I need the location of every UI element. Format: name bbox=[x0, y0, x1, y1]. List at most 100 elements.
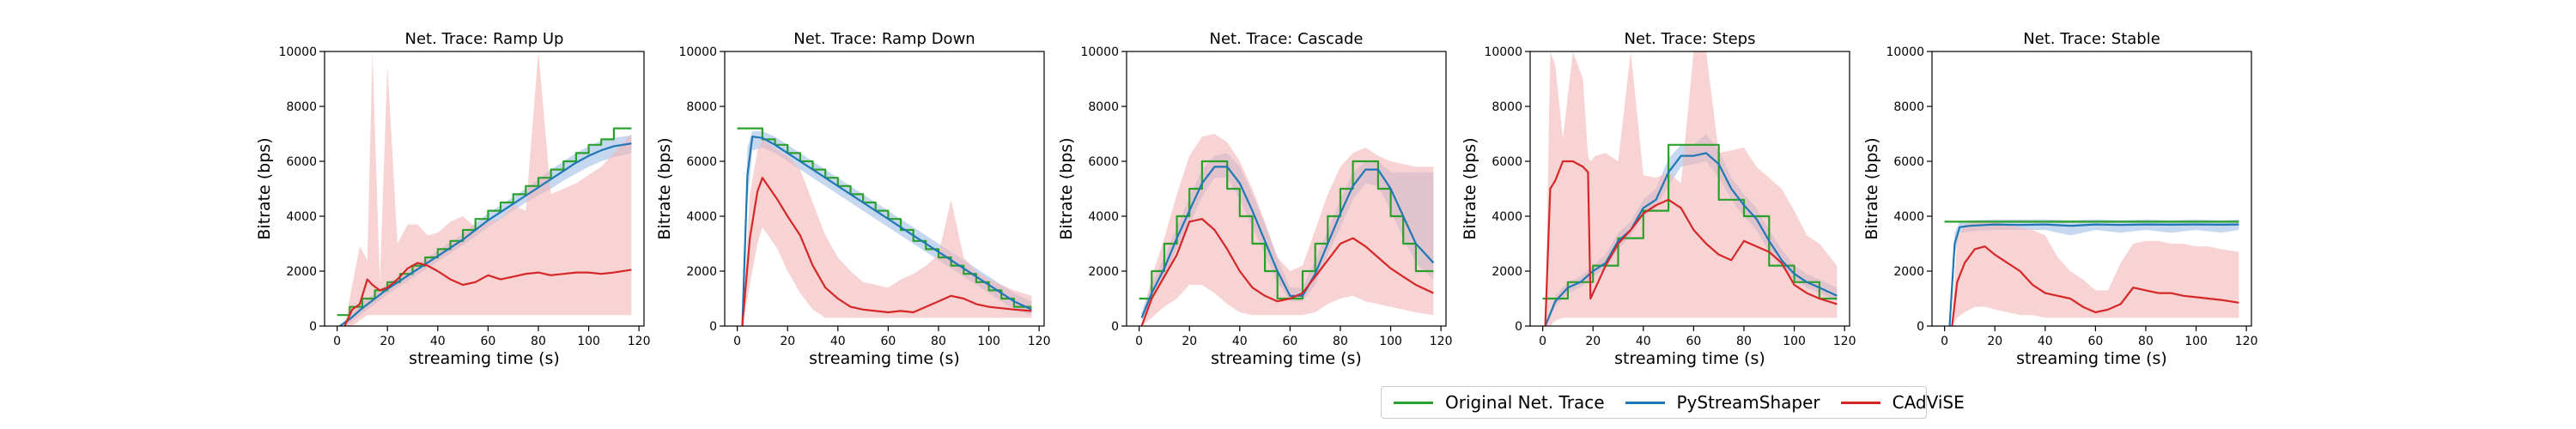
chart-title: Net. Trace: Stable bbox=[2023, 30, 2160, 48]
chart-title: Net. Trace: Cascade bbox=[1210, 30, 1364, 48]
x-axis-label: streaming time (s) bbox=[809, 349, 960, 368]
line-pystreamshaper bbox=[338, 142, 632, 326]
y-tick-label: 8000 bbox=[286, 100, 317, 114]
line-original-net-trace bbox=[737, 127, 1032, 308]
x-tick-label: 120 bbox=[628, 335, 651, 348]
y-tick-label: 10000 bbox=[1484, 45, 1522, 59]
axes-frame bbox=[1529, 51, 1850, 327]
legend-swatch-pystreamshaper bbox=[1625, 401, 1665, 404]
y-tick-label: 10000 bbox=[278, 45, 317, 59]
y-tick-label: 2000 bbox=[286, 265, 317, 279]
subplot-4: 0 20 40 60 80 100 120 0 2000 4000 6000 8000 10000 Net… bbox=[1461, 30, 1856, 368]
y-tick-label: 6000 bbox=[286, 155, 317, 169]
y-axis-label: Bitrate (bps) bbox=[655, 137, 674, 239]
y-tick-label: 6000 bbox=[1893, 155, 1924, 169]
subplot-2: 0 20 40 60 80 100 120 0 2000 4000 6000 8000 10000 Net… bbox=[655, 30, 1051, 368]
line-cadvise bbox=[1544, 160, 1838, 326]
x-tick-label: 40 bbox=[2038, 335, 2053, 348]
y-tick-label: 0 bbox=[309, 320, 317, 334]
y-tick-label: 2000 bbox=[686, 265, 717, 279]
x-tick-label: 120 bbox=[1430, 335, 1453, 348]
y-tick-label: 10000 bbox=[678, 45, 717, 59]
x-tick-label: 60 bbox=[2087, 335, 2103, 348]
x-axis-label: streaming time (s) bbox=[409, 349, 560, 368]
y-tick-label: 0 bbox=[1917, 320, 1924, 334]
x-tick-label: 60 bbox=[880, 335, 896, 348]
y-tick-label: 4000 bbox=[686, 210, 717, 224]
x-tick-label: 120 bbox=[1833, 335, 1856, 348]
x-tick-label: 20 bbox=[1987, 335, 2002, 348]
legend-item-original: Original Net. Trace bbox=[1394, 392, 1605, 413]
x-tick-label: 0 bbox=[1539, 335, 1546, 348]
y-tick-label: 2000 bbox=[1088, 265, 1119, 279]
x-tick-label: 0 bbox=[1135, 335, 1143, 348]
line-original-net-trace bbox=[337, 127, 632, 317]
line-cadvise bbox=[1140, 218, 1434, 326]
x-tick-label: 0 bbox=[333, 335, 341, 348]
axes-frame bbox=[724, 51, 1045, 327]
y-tick-label: 2000 bbox=[1893, 265, 1924, 279]
y-axis-label: Bitrate (bps) bbox=[1862, 137, 1881, 239]
x-tick-label: 100 bbox=[1783, 335, 1806, 348]
y-tick-label: 10000 bbox=[1886, 45, 1924, 59]
axes-frame bbox=[1931, 51, 2252, 327]
y-tick-label: 0 bbox=[709, 320, 717, 334]
y-tick-label: 4000 bbox=[1893, 210, 1924, 224]
x-tick-label: 120 bbox=[1028, 335, 1051, 348]
x-tick-label: 40 bbox=[1636, 335, 1651, 348]
axes-frame bbox=[324, 51, 645, 327]
plot-area bbox=[1542, 51, 1838, 326]
x-tick-label: 100 bbox=[1379, 335, 1402, 348]
subplot-3: 0 20 40 60 80 100 120 0 2000 4000 6000 8000 10000 Net… bbox=[1057, 30, 1453, 368]
plot-area bbox=[337, 51, 632, 326]
legend-item-pystreamshaper: PyStreamShaper bbox=[1625, 392, 1820, 413]
y-tick-label: 6000 bbox=[1492, 155, 1522, 169]
line-pystreamshaper bbox=[1948, 223, 2239, 326]
y-tick-label: 6000 bbox=[686, 155, 717, 169]
y-tick-label: 10000 bbox=[1080, 45, 1119, 59]
x-tick-label: 100 bbox=[577, 335, 600, 348]
legend-label-original: Original Net. Trace bbox=[1445, 392, 1605, 413]
plot-area bbox=[1139, 134, 1435, 326]
x-axis-label: streaming time (s) bbox=[1211, 349, 1362, 368]
x-tick-label: 20 bbox=[380, 335, 395, 348]
x-tick-label: 80 bbox=[1736, 335, 1752, 348]
axes-frame bbox=[1126, 51, 1447, 327]
x-tick-label: 80 bbox=[2138, 335, 2154, 348]
line-cadvise bbox=[741, 177, 1032, 326]
subplot-1: 0 20 40 60 80 100 120 0 2000 4000 6000 8000 10000 Net… bbox=[255, 30, 651, 368]
y-tick-label: 2000 bbox=[1492, 265, 1522, 279]
x-tick-label: 0 bbox=[733, 335, 741, 348]
x-tick-label: 80 bbox=[531, 335, 546, 348]
x-tick-label: 40 bbox=[830, 335, 846, 348]
y-tick-label: 0 bbox=[1515, 320, 1522, 334]
band-cadvise bbox=[1952, 221, 2239, 326]
x-tick-label: 40 bbox=[430, 335, 446, 348]
legend-swatch-original bbox=[1394, 401, 1433, 404]
band-cadvise bbox=[742, 139, 1032, 326]
chart-title: Net. Trace: Steps bbox=[1625, 30, 1756, 48]
line-cadvise bbox=[1951, 245, 2239, 326]
x-tick-label: 60 bbox=[1686, 335, 1701, 348]
y-tick-label: 4000 bbox=[1088, 210, 1119, 224]
band-cadvise bbox=[1141, 134, 1434, 326]
band-cadvise bbox=[344, 51, 632, 326]
y-axis-label: Bitrate (bps) bbox=[1057, 137, 1076, 239]
x-tick-label: 60 bbox=[480, 335, 495, 348]
y-tick-label: 6000 bbox=[1088, 155, 1119, 169]
x-tick-label: 0 bbox=[1941, 335, 1948, 348]
plot-area bbox=[737, 127, 1032, 326]
plot-area bbox=[1944, 219, 2239, 326]
legend-label-pystreamshaper: PyStreamShaper bbox=[1676, 392, 1820, 413]
y-tick-label: 4000 bbox=[1492, 210, 1522, 224]
y-tick-label: 8000 bbox=[1088, 100, 1119, 114]
subplot-5: 0 20 40 60 80 100 120 0 2000 4000 6000 8000 10000 Net… bbox=[1862, 30, 2258, 368]
x-tick-label: 40 bbox=[1232, 335, 1248, 348]
x-tick-label: 20 bbox=[1585, 335, 1601, 348]
y-axis-label: Bitrate (bps) bbox=[1461, 137, 1479, 239]
legend: Original Net. Trace PyStreamShaper CAdVi… bbox=[1381, 386, 1965, 419]
chart-title: Net. Trace: Ramp Up bbox=[404, 30, 563, 48]
x-tick-label: 80 bbox=[1333, 335, 1348, 348]
y-axis-label: Bitrate (bps) bbox=[255, 137, 274, 239]
